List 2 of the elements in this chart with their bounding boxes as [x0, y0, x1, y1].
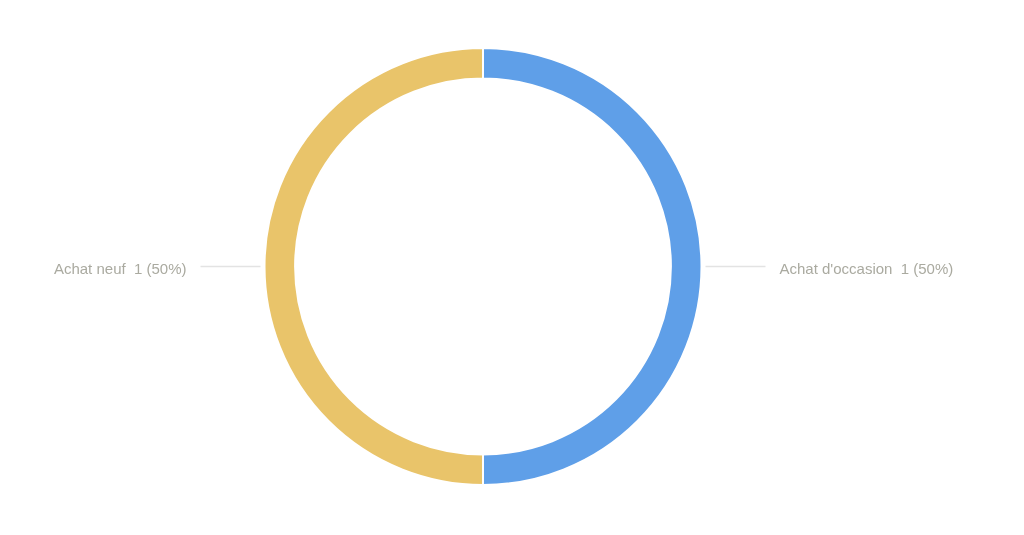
- slice-label: Achat d'occasion 1 (50%): [779, 259, 954, 277]
- slice-label: Achat neuf 1 (50%): [53, 259, 187, 277]
